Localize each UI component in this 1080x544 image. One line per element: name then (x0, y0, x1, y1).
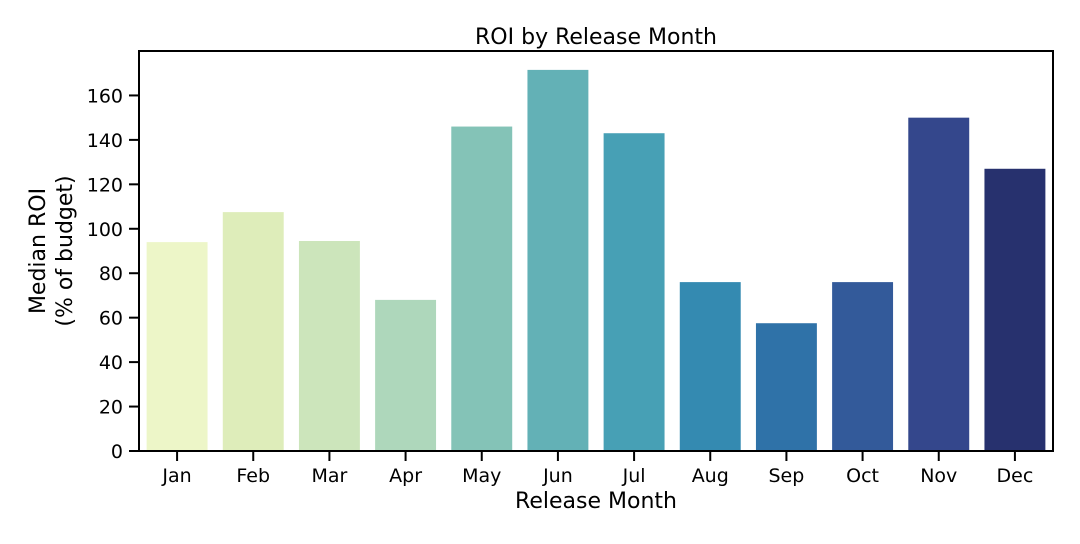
bar-oct (832, 282, 894, 451)
y-axis: 0 20 40 60 80 100 120 140 160 (87, 85, 139, 463)
x-tick-label: Jan (161, 465, 191, 487)
bar-may (451, 126, 513, 452)
x-axis: Jan Feb Mar Apr May Jun Jul Aug Sep Oct Nov Dec (161, 451, 1033, 487)
bars-group (146, 69, 1046, 452)
bar-feb (222, 212, 284, 451)
x-tick-label: May (462, 465, 501, 487)
bar-jun (527, 69, 589, 451)
y-tick-label: 40 (99, 352, 123, 374)
x-tick-label: Jun (542, 465, 573, 487)
x-tick-label: Apr (389, 465, 422, 487)
x-tick-label: Sep (769, 465, 805, 487)
x-tick-label: Oct (846, 465, 879, 487)
x-axis-label: Release Month (515, 489, 677, 514)
x-tick-label: Jul (622, 465, 646, 487)
bar-nov (908, 117, 970, 452)
bar-jul (603, 133, 665, 451)
x-tick-label: Dec (997, 465, 1034, 487)
y-tick-label: 100 (87, 219, 123, 241)
y-tick-label: 20 (99, 397, 123, 419)
y-axis-label-line2: (% of budget) (53, 175, 78, 326)
bar-dec (984, 168, 1046, 451)
x-tick-label: Feb (236, 465, 270, 487)
y-tick-label: 0 (111, 441, 123, 463)
y-tick-label: 120 (87, 174, 123, 196)
y-tick-label: 160 (87, 85, 123, 107)
y-tick-label: 60 (99, 308, 123, 330)
chart-title: ROI by Release Month (475, 25, 717, 50)
plot-frame (138, 50, 1054, 452)
bar-apr (375, 299, 437, 451)
x-tick-label: Nov (920, 465, 957, 487)
y-tick-label: 140 (87, 130, 123, 152)
x-tick-label: Mar (311, 465, 347, 487)
y-tick-label: 80 (99, 263, 123, 285)
bar-mar (298, 241, 360, 451)
bar-jan (146, 242, 208, 451)
x-tick-label: Aug (692, 465, 729, 487)
bar-aug (679, 282, 741, 451)
y-axis-label-line1: Median ROI (26, 188, 51, 314)
bar-sep (755, 323, 817, 451)
